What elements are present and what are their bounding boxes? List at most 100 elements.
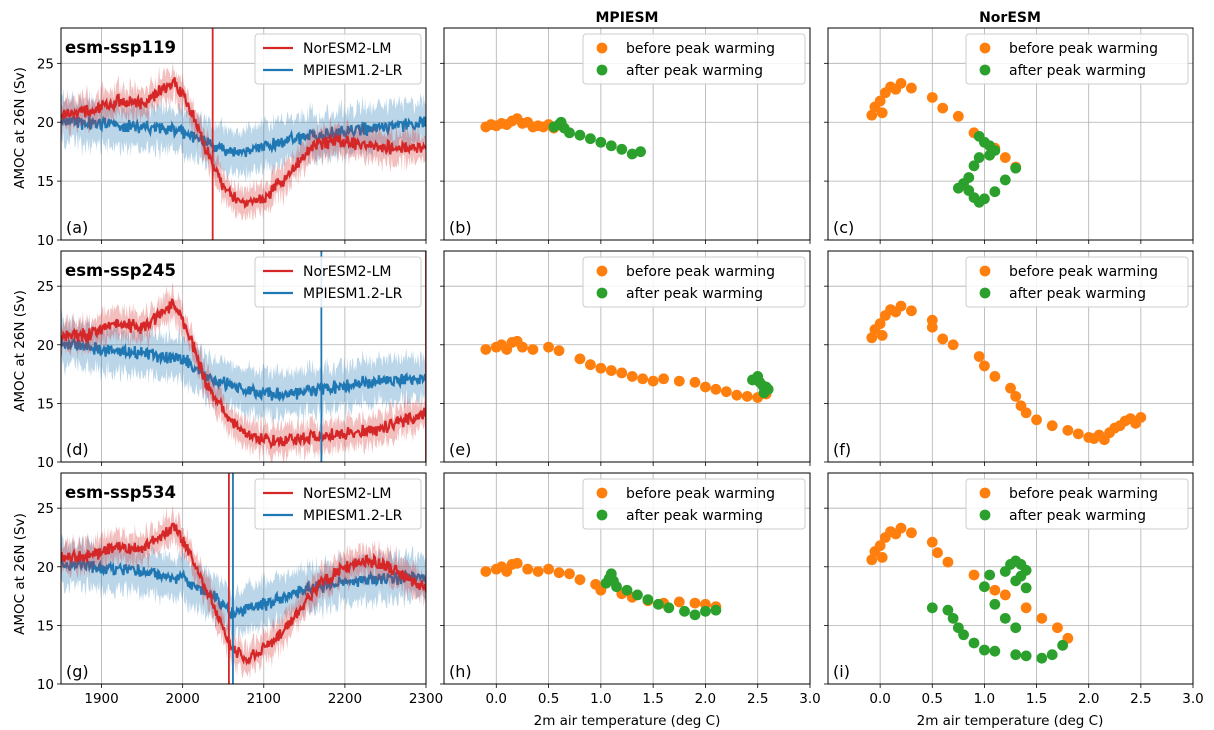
point-before	[1072, 428, 1084, 440]
point-before	[658, 373, 669, 385]
point-after	[989, 645, 1001, 657]
legend-box	[965, 256, 1189, 308]
xtick-label: 3.0	[1182, 691, 1203, 707]
point-after	[663, 602, 675, 614]
ytick-label: 20	[37, 560, 54, 576]
panel-h: 0.0 0.5 1.0 1.5 2.0 2.5 3.0 (h) before peak warm…	[440, 472, 821, 707]
legend-label: after peak warming	[1009, 508, 1146, 524]
point-after	[968, 160, 980, 172]
point-before	[574, 574, 586, 586]
axes-frame	[827, 472, 1194, 685]
ytick-label: 20	[37, 338, 54, 354]
legend-box	[582, 256, 806, 308]
point-after	[1020, 582, 1032, 594]
point-after	[611, 581, 622, 593]
ylabel-row-2: AMOC at 26N (Sv)	[12, 290, 28, 412]
xtick-label: 0.0	[486, 691, 507, 707]
point-after	[679, 605, 690, 617]
plot-area	[866, 522, 1074, 664]
point-before	[942, 556, 954, 568]
axes-frame	[827, 250, 1194, 463]
legend-label: before peak warming	[626, 41, 775, 57]
point-before	[947, 339, 959, 351]
point-before	[874, 318, 886, 330]
legend: NorESM2-LM MPIESM1.2-LR	[254, 256, 422, 308]
xtick-label: 2200	[328, 691, 362, 707]
panel-f: (f) before peak warming after peak warming	[824, 250, 1194, 466]
point-before	[564, 568, 575, 580]
legend: before peak warming after peak warming	[965, 256, 1189, 308]
point-after	[989, 186, 1001, 198]
point-after	[999, 174, 1011, 186]
xtick-label: 0.0	[869, 691, 890, 707]
point-before	[1020, 602, 1032, 614]
point-after	[968, 637, 980, 649]
point-after	[979, 581, 990, 593]
plot-area	[866, 300, 1147, 446]
xtick-label: 2300	[409, 691, 443, 707]
panel-c: (c) before peak warming after peak warming	[824, 27, 1194, 244]
axes-frame	[443, 472, 811, 685]
column-title-noresm: NorESM	[979, 10, 1041, 26]
legend-box	[254, 256, 422, 308]
point-after	[952, 182, 964, 194]
point-before	[673, 375, 685, 387]
point-after	[758, 387, 770, 399]
legend-label: MPIESM1.2-LR	[303, 508, 403, 524]
legend-label: before peak warming	[626, 264, 775, 280]
legend-marker	[596, 487, 608, 499]
point-before	[522, 563, 534, 575]
point-before	[1046, 420, 1058, 432]
spread-band-noresm2-lm	[61, 282, 426, 462]
xtick-label: 1.5	[642, 691, 663, 707]
xtick-label: 2100	[247, 691, 281, 707]
point-before	[1036, 612, 1048, 624]
point-before	[511, 557, 523, 569]
ytick-label: 10	[37, 677, 54, 693]
legend-marker	[979, 287, 991, 299]
point-after	[700, 605, 711, 617]
point-before	[616, 367, 628, 379]
point-before	[906, 82, 917, 94]
point-before	[647, 375, 659, 387]
panel-tag: (e)	[449, 440, 471, 459]
point-before	[866, 554, 878, 566]
panels: 10 15 20 25 (a) esm-ssp119 NorESM2-LM MPIESM1.2…	[37, 27, 1204, 707]
point-after	[1057, 639, 1069, 651]
panel-i: 0.0 0.5 1.0 1.5 2.0 2.5 3.0 (i) before peak warm…	[824, 472, 1204, 707]
ylabel-row-1: AMOC at 26N (Sv)	[12, 67, 28, 189]
point-before	[720, 386, 732, 398]
legend-label: before peak warming	[1009, 264, 1158, 280]
panel-d: 10 15 20 25 (d) esm-ssp245 NorESM2-LM MPIESM1.2…	[37, 250, 427, 471]
series-line-mpiesm1-2-lr	[61, 555, 426, 619]
panel-tag: (h)	[449, 662, 472, 681]
plot-area	[61, 28, 426, 240]
spread-band-mpiesm1-2-lr	[61, 88, 426, 184]
xtick-label: 2000	[165, 691, 199, 707]
point-before	[626, 371, 638, 382]
legend-box	[254, 33, 422, 85]
ytick-label: 10	[37, 233, 54, 249]
point-after	[1010, 622, 1022, 634]
point-before	[553, 345, 565, 357]
legend-marker	[596, 42, 608, 54]
point-after	[1036, 652, 1048, 664]
point-after	[635, 146, 646, 158]
point-before	[926, 92, 938, 103]
point-before	[874, 540, 886, 552]
point-before	[989, 371, 1001, 382]
axes-frame	[443, 27, 811, 241]
point-after	[605, 140, 617, 152]
ytick-label: 25	[37, 279, 54, 295]
legend-box	[582, 478, 806, 530]
legend-marker	[979, 42, 991, 54]
legend-label: after peak warming	[1009, 63, 1146, 79]
point-before	[876, 107, 888, 119]
point-before	[973, 351, 985, 362]
axes-frame	[60, 250, 427, 463]
panel-tag: (f)	[833, 440, 851, 459]
legend-marker	[596, 265, 608, 277]
point-before	[1020, 407, 1032, 419]
spread-band-noresm2-lm	[61, 61, 426, 222]
legend-label: MPIESM1.2-LR	[303, 286, 403, 302]
